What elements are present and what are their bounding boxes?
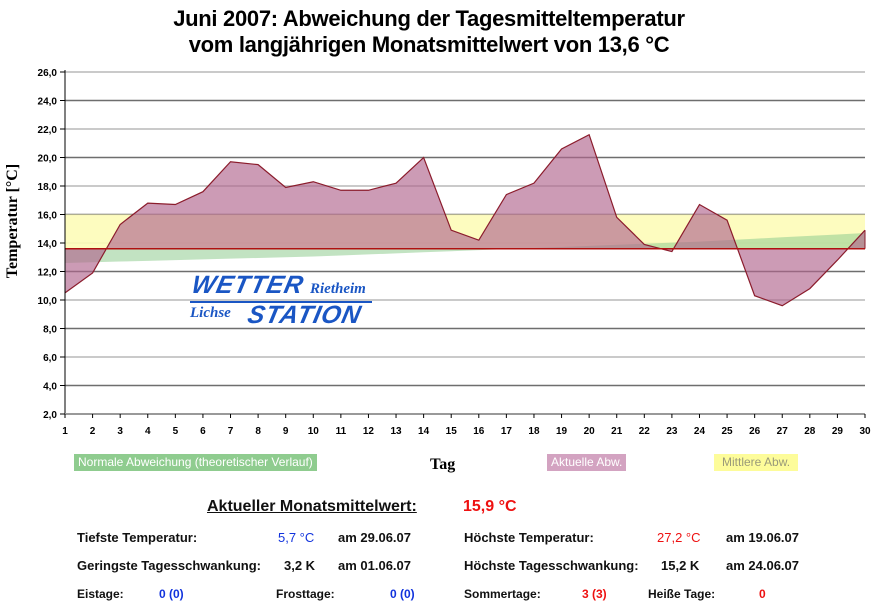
ice-days-value: 0 (0) xyxy=(159,587,184,601)
x-tick-label: 2 xyxy=(90,426,96,437)
legend-mean: Mittlere Abw. xyxy=(714,454,799,471)
y-axis-label: Temperatur [°C] xyxy=(4,163,21,279)
line-aktuelle-abw xyxy=(64,133,866,307)
legend-normal: Normale Abweichung (theoretischer Verlau… xyxy=(74,454,317,471)
chart-subtitle: vom langjährigen Monatsmittelwert von 13… xyxy=(188,32,670,57)
x-tick-label: 16 xyxy=(473,426,485,437)
x-tick-label: 23 xyxy=(666,426,678,437)
x-tick-label: 28 xyxy=(804,426,816,437)
x-tick-label: 13 xyxy=(390,426,402,437)
x-tick-label: 20 xyxy=(584,426,596,437)
hot-days-label: Heiße Tage: xyxy=(648,587,716,601)
x-tick-label: 26 xyxy=(749,426,761,437)
x-tick-label: 9 xyxy=(283,426,289,437)
y-tick-label: 18,0 xyxy=(38,182,58,193)
frost-days-label: Frosttage: xyxy=(276,587,335,601)
min-temp-value: 5,7 °C xyxy=(278,530,315,545)
x-tick-label: 14 xyxy=(418,426,430,437)
monthly-mean-label: Aktueller Monatsmittelwert: xyxy=(207,498,417,515)
area-aktuelle-abw xyxy=(65,134,865,306)
summer-days-label: Sommertage: xyxy=(464,587,541,601)
y-tick-label: 4,0 xyxy=(43,382,57,393)
frost-days-value: 0 (0) xyxy=(390,587,415,601)
x-tick-label: 18 xyxy=(528,426,540,437)
max-temp-date: am 19.06.07 xyxy=(726,530,800,545)
y-tick-label: 2,0 xyxy=(43,410,57,421)
x-tick-label: 19 xyxy=(556,426,568,437)
x-tick-label: 22 xyxy=(639,426,651,437)
x-tick-label: 1 xyxy=(62,426,68,437)
y-tick-label: 8,0 xyxy=(43,325,57,336)
logo-rule xyxy=(190,301,372,303)
wetterstation-logo: WETTER Rietheim Lichse STATION xyxy=(188,271,378,330)
summer-days-value: 3 (3) xyxy=(582,587,607,601)
min-range-label: Geringste Tagesschwankung: xyxy=(77,558,261,573)
x-tick-label: 6 xyxy=(200,426,206,437)
chart-title: Juni 2007: Abweichung der Tagesmitteltem… xyxy=(173,6,685,31)
max-temp-label: Höchste Temperatur: xyxy=(464,530,594,545)
min-temp-label: Tiefste Temperatur: xyxy=(77,530,198,545)
y-tick-label: 10,0 xyxy=(38,296,58,307)
x-tick-label: 30 xyxy=(859,426,871,437)
x-tick-label: 17 xyxy=(501,426,513,437)
axes: 2,0 4,0 6,0 8,0 10,0 12,0 14,0 16,0 18,0 20,0 22,0… xyxy=(38,68,871,437)
y-tick-label: 6,0 xyxy=(43,353,57,364)
max-range-date: am 24.06.07 xyxy=(726,558,800,573)
logo-station: STATION xyxy=(245,301,365,329)
y-tick-label: 20,0 xyxy=(38,154,58,165)
max-range-label: Höchste Tagesschwankung: xyxy=(464,558,639,573)
x-tick-label: 29 xyxy=(832,426,844,437)
hot-days-value: 0 xyxy=(759,587,766,601)
monthly-mean-value: 15,9 °C xyxy=(463,498,517,515)
ice-days-label: Eistage: xyxy=(77,587,124,601)
x-tick-label: 15 xyxy=(446,426,458,437)
x-tick-label: 25 xyxy=(722,426,734,437)
logo-rietheim: Rietheim xyxy=(310,281,366,297)
y-tick-label: 26,0 xyxy=(38,68,58,79)
x-tick-label: 11 xyxy=(336,426,347,437)
x-tick-label: 21 xyxy=(611,426,623,437)
min-range-value: 3,2 K xyxy=(284,558,316,573)
x-tick-label: 27 xyxy=(777,426,789,437)
y-tick-label: 12,0 xyxy=(38,268,58,279)
y-tick-label: 14,0 xyxy=(38,239,58,250)
x-tick-label: 8 xyxy=(255,426,261,437)
logo-wetter: WETTER xyxy=(189,271,307,299)
x-tick-label: 24 xyxy=(694,426,706,437)
min-range-date: am 01.06.07 xyxy=(338,558,412,573)
x-tick-label: 7 xyxy=(228,426,234,437)
logo-lichse: Lichse xyxy=(190,305,231,321)
legend-actual: Aktuelle Abw. xyxy=(547,454,627,471)
x-tick-label: 4 xyxy=(145,426,151,437)
max-temp-value: 27,2 °C xyxy=(657,530,701,545)
y-tick-label: 16,0 xyxy=(38,211,58,222)
chart-area: 2,0 4,0 6,0 8,0 10,0 12,0 14,0 16,0 18,0 20,0 22,0… xyxy=(38,68,871,437)
y-tick-label: 22,0 xyxy=(38,125,58,136)
area-normale-abweichung xyxy=(65,233,865,263)
x-tick-label: 5 xyxy=(173,426,179,437)
x-axis-label: Tag xyxy=(430,456,456,473)
y-tick-label: 24,0 xyxy=(38,97,58,108)
x-tick-label: 12 xyxy=(363,426,375,437)
x-tick-label: 3 xyxy=(117,426,123,437)
x-tick-label: 10 xyxy=(308,426,320,437)
min-temp-date: am 29.06.07 xyxy=(338,530,412,545)
max-range-value: 15,2 K xyxy=(661,558,700,573)
